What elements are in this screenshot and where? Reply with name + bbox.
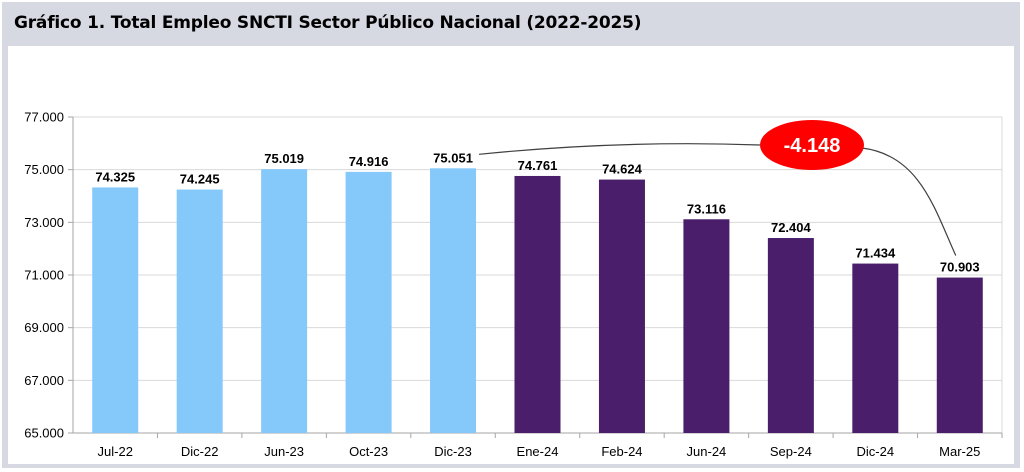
data-label: 72.404 bbox=[771, 220, 812, 235]
bar-ene-24 bbox=[514, 175, 561, 433]
axes: 65.000 67.000 69.000 71.000 73.000 75.000 77.0… bbox=[24, 110, 1003, 459]
y-tick-label: 73.000 bbox=[24, 215, 64, 230]
y-tick-label: 77.000 bbox=[24, 110, 64, 125]
y-tick-label: 69.000 bbox=[24, 320, 64, 335]
bar-sep-24 bbox=[767, 238, 814, 433]
data-label: 75.051 bbox=[433, 150, 473, 165]
x-tick-label: Jul-22 bbox=[98, 444, 133, 459]
data-label: 74.325 bbox=[95, 169, 135, 184]
data-label: 75.019 bbox=[264, 151, 304, 166]
bar-dic-23 bbox=[430, 168, 477, 433]
x-tick-label: Mar-25 bbox=[939, 444, 980, 459]
bar-feb-24 bbox=[598, 179, 645, 433]
bar-jun-23 bbox=[261, 169, 308, 434]
bar-oct-23 bbox=[345, 171, 392, 433]
x-tick-label: Jun-24 bbox=[687, 444, 727, 459]
chart-title: Gráfico 1. Total Empleo SNCTI Sector Púb… bbox=[14, 13, 642, 33]
x-tick-label: Dic-23 bbox=[434, 444, 472, 459]
bars bbox=[92, 168, 983, 434]
x-tick-label: Dic-22 bbox=[181, 444, 219, 459]
difference-badge-text: -4.148 bbox=[784, 135, 841, 157]
data-label: 74.916 bbox=[349, 154, 389, 169]
x-tick-label: Dic-24 bbox=[857, 444, 895, 459]
difference-badge bbox=[760, 120, 864, 170]
x-tick-label: Ene-24 bbox=[517, 444, 559, 459]
connector-line-right bbox=[861, 147, 957, 256]
data-label: 74.245 bbox=[180, 172, 220, 187]
plot-panel bbox=[8, 46, 1014, 464]
y-tick-label: 67.000 bbox=[24, 373, 64, 388]
x-tick-label: Feb-24 bbox=[601, 444, 642, 459]
data-label: 74.761 bbox=[518, 158, 558, 173]
y-tick-label: 65.000 bbox=[24, 426, 64, 441]
difference-annotation: -4.148 bbox=[478, 120, 957, 256]
data-labels: 74.325 74.245 75.019 74.916 75.051 74.761 74.6… bbox=[95, 150, 979, 274]
bar-dic-22 bbox=[176, 189, 223, 433]
data-label: 73.116 bbox=[687, 201, 726, 216]
data-label: 74.624 bbox=[602, 162, 643, 177]
x-tick-label: Sep-24 bbox=[770, 444, 812, 459]
bar-jun-24 bbox=[683, 219, 730, 433]
bar-jul-22 bbox=[92, 187, 139, 433]
data-label: 70.903 bbox=[940, 260, 980, 275]
bar-mar-25 bbox=[936, 277, 983, 433]
y-tick-label: 71.000 bbox=[24, 268, 64, 283]
connector-line-left bbox=[478, 143, 761, 155]
data-label: 71.434 bbox=[855, 246, 896, 261]
title-bar: Gráfico 1. Total Empleo SNCTI Sector Púb… bbox=[2, 2, 1020, 46]
x-tick-label: Oct-23 bbox=[349, 444, 388, 459]
y-tick-label: 75.000 bbox=[24, 162, 64, 177]
x-tick-label: Jun-23 bbox=[264, 444, 304, 459]
bar-dic-24 bbox=[852, 263, 899, 433]
